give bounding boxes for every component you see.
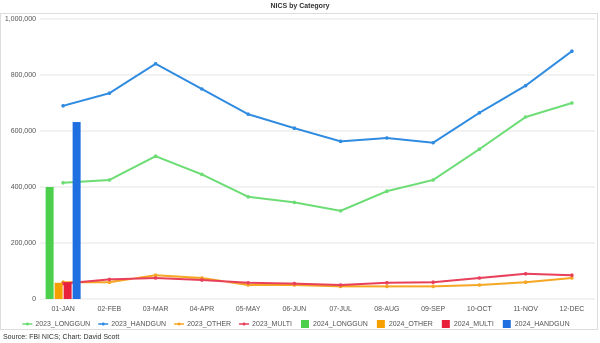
point bbox=[153, 273, 158, 278]
legend-swatch bbox=[101, 322, 105, 326]
chart-title: NICS by Category bbox=[270, 3, 329, 10]
point bbox=[292, 281, 297, 286]
legend-label: 2024_OTHER bbox=[389, 321, 433, 328]
point bbox=[61, 104, 65, 108]
legend-label: 2023_LONGGUN bbox=[35, 321, 90, 328]
point bbox=[338, 209, 343, 213]
point bbox=[292, 200, 297, 205]
legend-swatch bbox=[177, 322, 181, 326]
y-tick-label: 0 bbox=[32, 296, 36, 303]
legend-swatch bbox=[25, 322, 29, 326]
legend-swatch bbox=[376, 320, 385, 328]
legend-label: 2023_MULTI bbox=[252, 321, 292, 328]
point bbox=[200, 172, 204, 177]
legend-label: 2023_HANDGUN bbox=[111, 321, 166, 328]
x-tick-label: 11-NOV bbox=[513, 306, 538, 313]
point bbox=[385, 136, 389, 140]
point bbox=[523, 280, 528, 285]
line bbox=[63, 274, 572, 288]
point bbox=[107, 91, 112, 95]
y-tick-label: 200,000 bbox=[11, 240, 36, 247]
point bbox=[570, 101, 574, 105]
point bbox=[385, 280, 389, 285]
bar bbox=[63, 282, 72, 299]
point bbox=[200, 278, 204, 282]
x-tick-label: 06-JUN bbox=[283, 306, 307, 313]
point bbox=[477, 111, 482, 115]
legend-swatch bbox=[301, 320, 309, 328]
x-tick-label: 09-SEP bbox=[421, 306, 445, 313]
y-tick-label: 400,000 bbox=[11, 184, 36, 191]
point bbox=[153, 62, 158, 66]
point bbox=[246, 112, 250, 116]
legend-swatch bbox=[502, 320, 511, 328]
legend-swatch bbox=[242, 322, 246, 326]
line bbox=[63, 102, 573, 212]
point bbox=[246, 280, 250, 285]
legend-label: 2024_MULTI bbox=[454, 321, 494, 328]
legend-label: 2024_HANDGUN bbox=[515, 321, 570, 328]
point bbox=[431, 178, 435, 182]
point bbox=[477, 283, 482, 287]
y-tick-label: 800,000 bbox=[11, 72, 36, 79]
x-tick-label: 07-JUL bbox=[329, 306, 352, 313]
point bbox=[107, 280, 112, 285]
point bbox=[61, 181, 65, 185]
point bbox=[200, 87, 204, 91]
point bbox=[292, 126, 297, 130]
point bbox=[338, 283, 343, 287]
point bbox=[385, 189, 389, 193]
x-tick-label: 12-DEC bbox=[559, 306, 584, 313]
point bbox=[523, 83, 528, 88]
source-note: Source: FBI NICS; Chart: David Scott bbox=[3, 334, 119, 341]
point bbox=[246, 195, 250, 199]
point bbox=[153, 154, 158, 158]
bar bbox=[54, 282, 63, 299]
point bbox=[570, 273, 574, 278]
point bbox=[523, 272, 528, 276]
line bbox=[62, 50, 573, 144]
point bbox=[523, 115, 528, 119]
x-tick-label: 04-APR bbox=[190, 306, 215, 313]
point bbox=[431, 284, 435, 289]
point bbox=[431, 280, 435, 285]
y-tick-label: 600,000 bbox=[11, 128, 36, 135]
point bbox=[385, 284, 389, 289]
bar bbox=[72, 122, 81, 299]
x-tick-label: 10-OCT bbox=[467, 306, 493, 313]
point bbox=[477, 276, 482, 280]
y-tick-label: 1,000,000 bbox=[5, 16, 36, 23]
point bbox=[107, 178, 112, 182]
x-tick-label: 08-AUG bbox=[374, 306, 399, 313]
legend-label: 2024_LONGGUN bbox=[313, 321, 368, 328]
point bbox=[570, 49, 574, 53]
x-tick-label: 02-FEB bbox=[98, 306, 122, 313]
point bbox=[477, 147, 482, 151]
line bbox=[63, 272, 572, 287]
point bbox=[570, 276, 574, 280]
legend-label: 2023_OTHER bbox=[187, 321, 231, 328]
point bbox=[338, 139, 343, 144]
legend-swatch bbox=[441, 320, 450, 328]
point bbox=[431, 140, 435, 145]
x-tick-label: 05-MAY bbox=[236, 306, 261, 313]
legend: 2023_LONGGUN 2023_HANDGUN 2023_OTHER 2023_M… bbox=[22, 320, 570, 328]
x-tick-label: 01-JAN bbox=[51, 306, 74, 313]
x-tick-label: 03-MAR bbox=[143, 306, 169, 313]
point bbox=[153, 276, 158, 280]
bar bbox=[45, 187, 54, 299]
chart-frame bbox=[0, 13, 598, 330]
point bbox=[107, 277, 112, 282]
